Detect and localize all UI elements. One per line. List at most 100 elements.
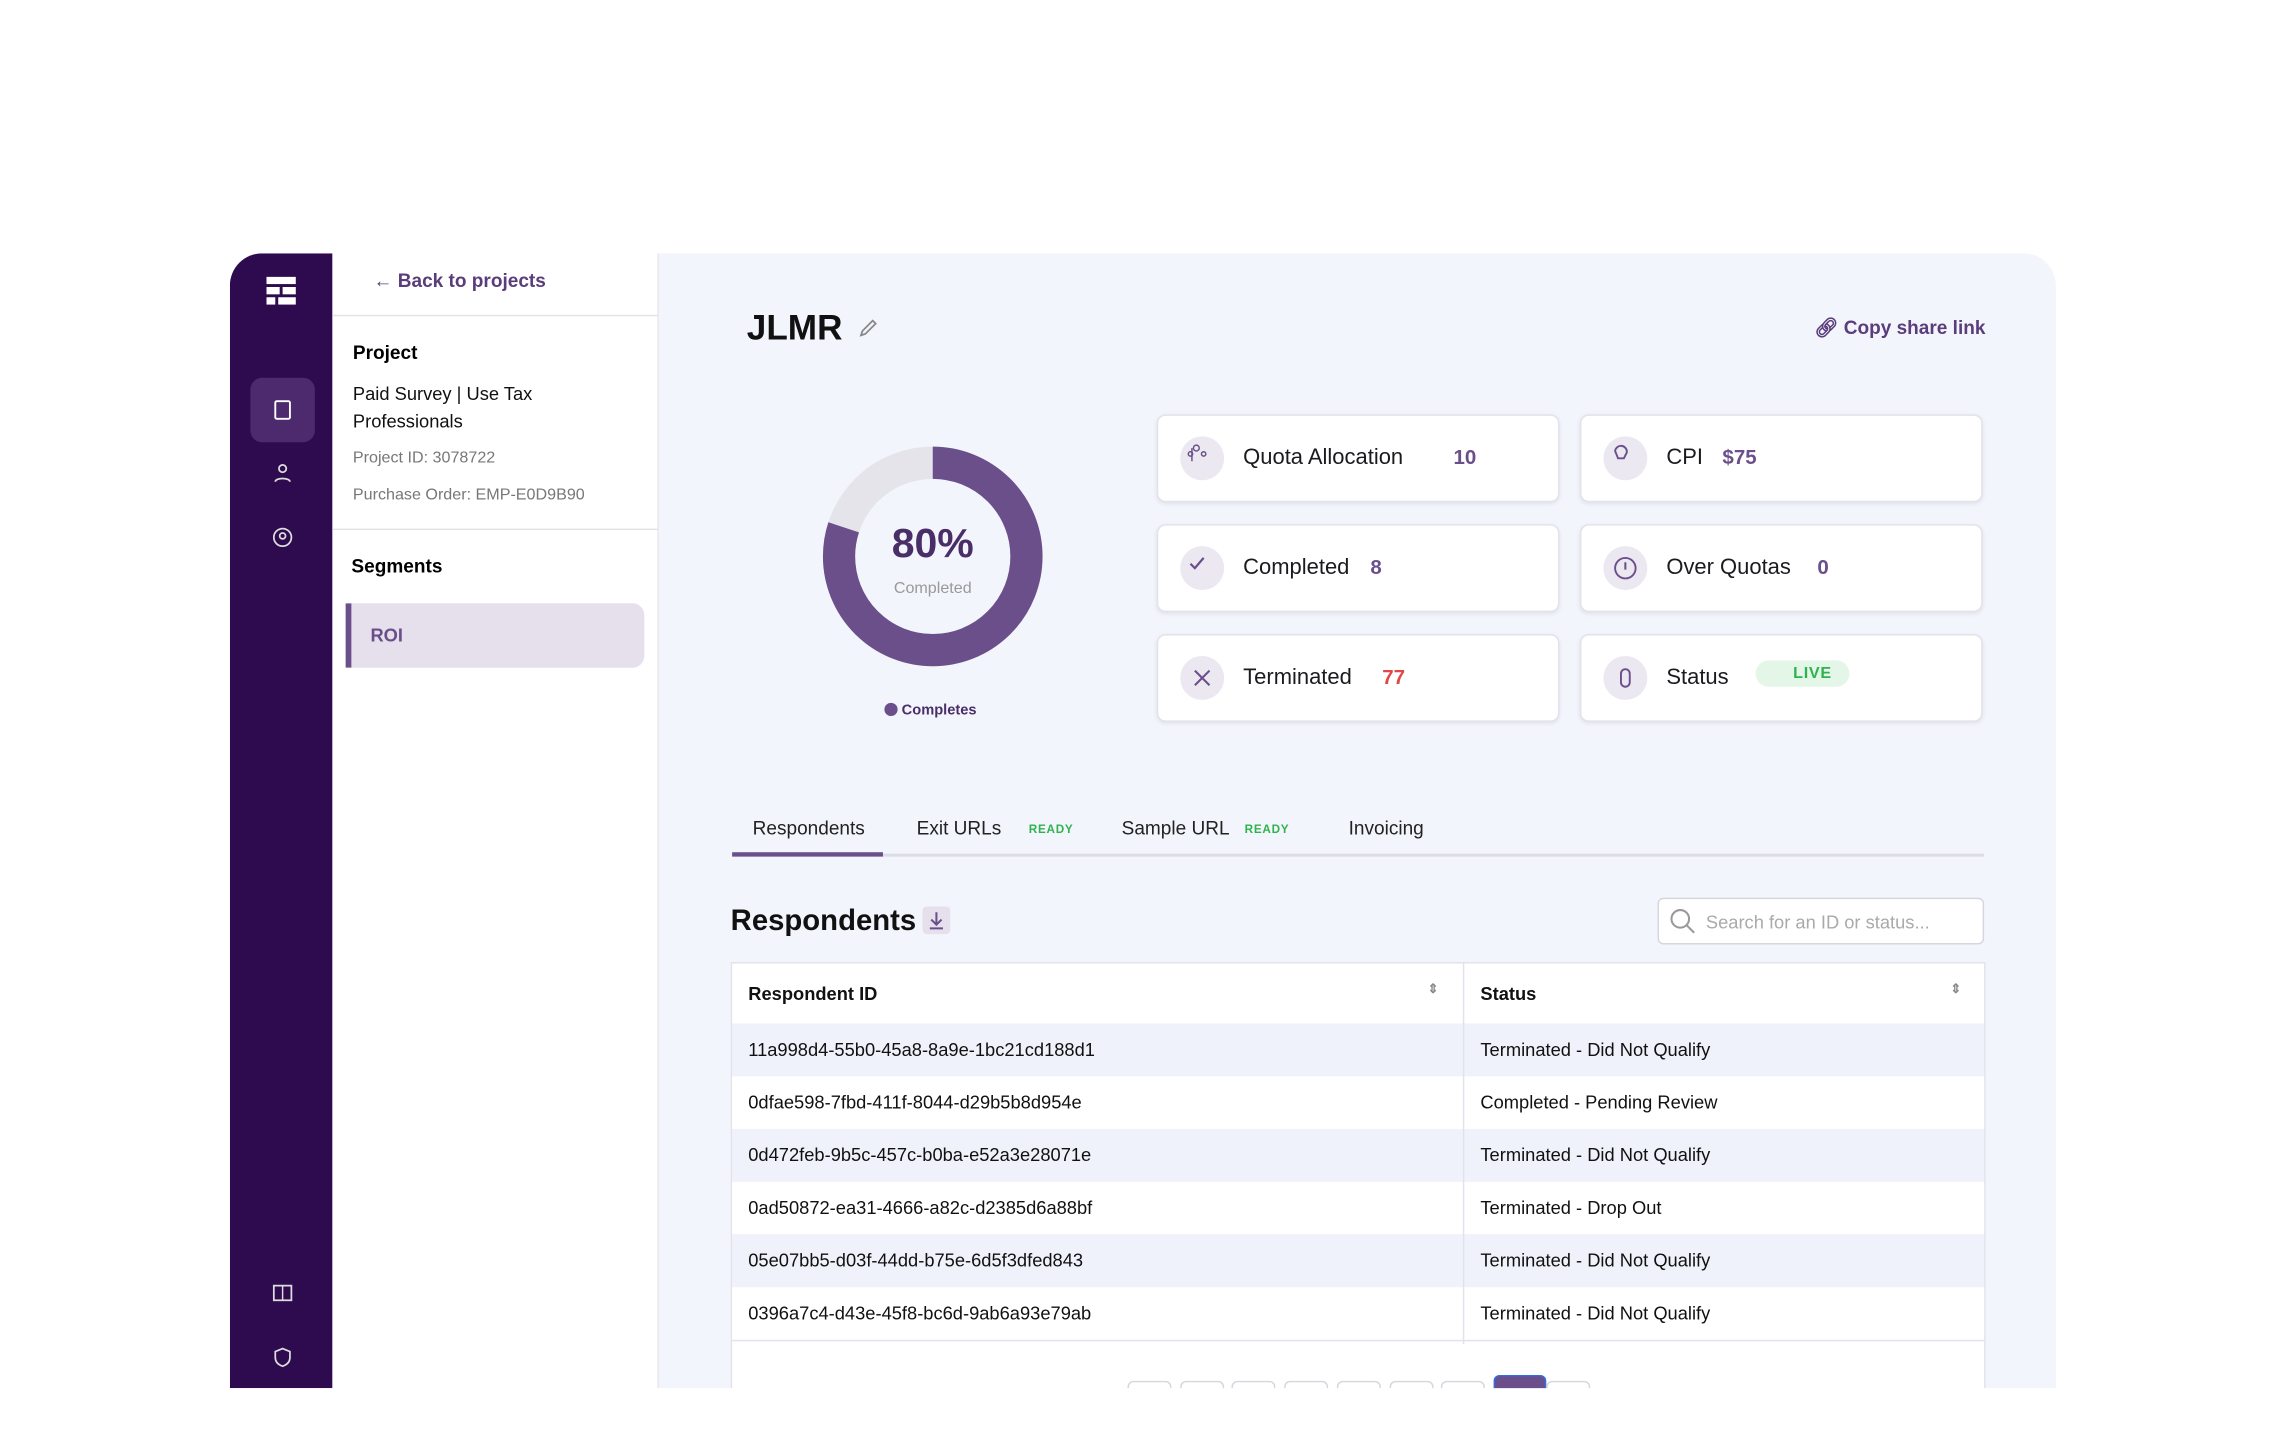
card-label: Terminated — [1243, 664, 1352, 690]
table-row: 05e07bb5-d03f-44dd-b75e-6d5f3dfed843 Term… — [732, 1234, 1985, 1289]
table-row: 0d472feb-9b5c-457c-b0ba-e52a3e28071e Term… — [732, 1128, 1985, 1184]
stat-card: CPI $75 — [1579, 414, 1983, 503]
column-header[interactable]: Respondent ID — [748, 984, 878, 1005]
page-title: JLMR — [746, 308, 843, 349]
tab[interactable]: Sample URL — [1121, 817, 1230, 840]
nav-icon[interactable] — [272, 400, 293, 421]
project-heading: Project — [352, 341, 418, 364]
legend-text: Completes — [901, 702, 977, 719]
stat-card: Over Quotas 0 — [1579, 524, 1983, 613]
section-title: Respondents — [730, 904, 917, 938]
divider — [332, 528, 658, 531]
donut-legend: Completes — [884, 702, 977, 719]
tab[interactable]: Invoicing — [1348, 817, 1424, 840]
column-divider — [1462, 963, 1465, 1345]
edit-icon[interactable] — [858, 318, 879, 339]
search-placeholder[interactable]: Search for an ID or status... — [1705, 912, 1930, 933]
page-button[interactable] — [1441, 1380, 1486, 1389]
table-row: 0396a7c4-d43e-45f8-bc6d-9ab6a93e79ab Term… — [732, 1287, 1985, 1342]
page-button[interactable] — [1232, 1380, 1276, 1389]
donut: 80% Completed — [822, 446, 1043, 667]
nav-icon[interactable] — [272, 463, 293, 484]
stat-card: Quota Allocation 10 — [1156, 414, 1560, 503]
page-button[interactable] — [1493, 1374, 1547, 1389]
card-label: Completed — [1243, 554, 1350, 580]
card-value: 0 — [1817, 554, 1829, 579]
page-button[interactable] — [1388, 1380, 1433, 1389]
tab-rule — [732, 853, 1985, 857]
nav-icon[interactable] — [272, 527, 293, 548]
status-cell: Terminated - Did Not Qualify — [1480, 1039, 1711, 1061]
logo — [266, 276, 296, 305]
id-cell: 0396a7c4-d43e-45f8-bc6d-9ab6a93e79ab — [748, 1303, 1092, 1324]
share-link[interactable]: 🔗︎ Copy share link — [1814, 316, 1986, 339]
tab-active — [732, 852, 883, 857]
card-icon — [1180, 546, 1225, 591]
card-value: 8 — [1370, 554, 1382, 579]
sidebar — [229, 253, 333, 1389]
card-icon — [1180, 656, 1225, 700]
column-header[interactable]: Status — [1480, 984, 1537, 1005]
app-frame: ← Back to projects Project Paid Survey |… — [229, 253, 2056, 1389]
donut-caption: Completed — [894, 579, 972, 597]
page-button[interactable] — [1179, 1380, 1224, 1389]
card-label: Over Quotas — [1666, 554, 1791, 580]
id-cell: 11a998d4-55b0-45a8-8a9e-1bc21cd188d1 — [748, 1039, 1095, 1061]
card-label: Quota Allocation — [1243, 445, 1404, 471]
sort-icon[interactable]: ⇕ — [1950, 981, 1962, 996]
tab[interactable]: Exit URLs — [916, 817, 1002, 840]
id-cell: 0d472feb-9b5c-457c-b0ba-e52a3e28071e — [748, 1145, 1092, 1166]
page-button[interactable] — [1545, 1380, 1590, 1389]
id-cell: 0ad50872-ea31-4666-a82c-d2385d6a88bf — [748, 1197, 1093, 1219]
back-link[interactable]: ← Back to projects — [373, 269, 546, 292]
page-button[interactable] — [1127, 1380, 1172, 1389]
stat-card: Terminated 77 — [1156, 634, 1560, 722]
donut-arc — [822, 446, 1043, 667]
search-box[interactable]: Search for an ID or status... — [1657, 897, 1985, 945]
status-cell: Terminated - Drop Out — [1480, 1197, 1662, 1219]
card-value: 10 — [1453, 445, 1477, 469]
card-value: 77 — [1382, 664, 1406, 689]
project-name: Paid Survey | Use Tax Professionals — [352, 383, 533, 432]
page-button[interactable] — [1336, 1380, 1381, 1389]
table-row: 11a998d4-55b0-45a8-8a9e-1bc21cd188d1 Term… — [732, 1023, 1985, 1078]
status-cell: Terminated - Did Not Qualify — [1480, 1250, 1711, 1272]
nav-icon[interactable] — [272, 1283, 293, 1304]
stat-card: Status LIVE — [1579, 634, 1983, 722]
project-id: Project ID: 3078722 — [352, 449, 496, 468]
share-text[interactable]: Copy share link — [1843, 316, 1986, 339]
nav-icon[interactable] — [272, 1347, 293, 1368]
back-text[interactable]: Back to projects — [397, 269, 546, 292]
download-icon[interactable] — [922, 906, 951, 935]
card-icon — [1180, 436, 1225, 481]
card-value: $75 — [1722, 445, 1757, 469]
card-label: Status — [1666, 664, 1729, 690]
card-icon — [1603, 546, 1648, 591]
status-cell: Completed - Pending Review — [1480, 1092, 1718, 1113]
table-row: 0dfae598-7fbd-411f-8044-d29b5b8d954e Comp… — [732, 1076, 1985, 1131]
card-label: CPI — [1666, 445, 1703, 471]
status-cell: Terminated - Did Not Qualify — [1480, 1303, 1711, 1324]
segment-label[interactable]: ROI — [370, 625, 404, 646]
sort-icon[interactable]: ⇕ — [1427, 981, 1439, 996]
segment-item[interactable]: ROI — [345, 603, 645, 668]
segments-heading: Segments — [351, 554, 443, 577]
tab-badge: READY — [1028, 822, 1074, 837]
card-icon — [1603, 436, 1648, 481]
id-cell: 0dfae598-7fbd-411f-8044-d29b5b8d954e — [748, 1092, 1082, 1113]
nav-active[interactable] — [250, 377, 315, 443]
tab[interactable]: Respondents — [752, 817, 865, 840]
id-cell: 05e07bb5-d03f-44dd-b75e-6d5f3dfed843 — [748, 1250, 1084, 1272]
status-cell: Terminated - Did Not Qualify — [1480, 1145, 1711, 1166]
status-pill: LIVE — [1755, 660, 1850, 687]
tab-badge: READY — [1244, 822, 1290, 837]
project-panel: ← Back to projects Project Paid Survey |… — [332, 253, 659, 1389]
purchase-order: Purchase Order: EMP-E0D9B90 — [352, 486, 585, 504]
card-icon — [1603, 656, 1648, 700]
table-row: 0ad50872-ea31-4666-a82c-d2385d6a88bf Term… — [732, 1181, 1985, 1236]
page-button[interactable] — [1284, 1380, 1329, 1389]
divider — [332, 314, 658, 317]
donut-label: 80% — [892, 520, 974, 566]
table-header: Respondent ID ⇕ Status ⇕ — [732, 964, 1985, 1026]
